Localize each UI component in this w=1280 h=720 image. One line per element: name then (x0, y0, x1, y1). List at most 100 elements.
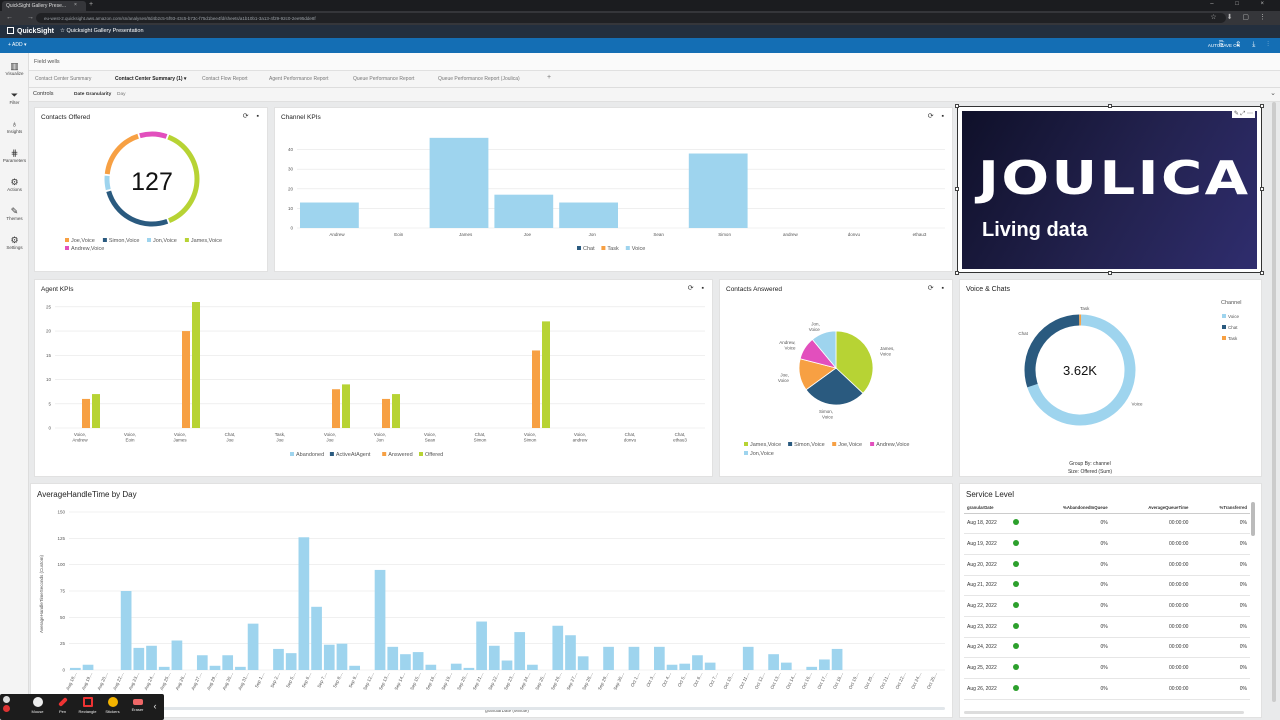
resize-handle[interactable] (1260, 271, 1264, 275)
bar (412, 652, 424, 670)
table-row[interactable]: Aug 24, 2022 0% 00:00:00 0% (964, 637, 1250, 659)
refresh-menu-icons[interactable]: ⟳ ▪ (242, 113, 262, 120)
table-horizontal-scrollbar[interactable] (964, 711, 1244, 714)
joulica-wordmark: JOULICA (978, 151, 1251, 205)
rail-actions[interactable]: ⚙ Actions (0, 177, 29, 192)
share-export-icons[interactable]: ⎘ ⇪ ⤓ ⋮ (1218, 41, 1274, 48)
rail-insights[interactable]: ♁ Insights (0, 119, 29, 134)
rail-filter[interactable]: ⏷ Filter (0, 90, 29, 105)
field-wells[interactable]: Field wells (29, 53, 1280, 71)
tab-queue-performance-report-joulica[interactable]: Queue Performance Report (Joulica) (438, 76, 520, 82)
refresh-menu-icons[interactable]: ⟳ ▪ (927, 285, 947, 292)
resize-handle[interactable] (955, 271, 959, 275)
refresh-menu-icons[interactable]: ⟳ ▪ (687, 285, 707, 292)
rail-settings[interactable]: ⚙ Settings (0, 235, 29, 250)
draw-tool-rectangle[interactable]: Rectangle (75, 697, 100, 714)
table-row[interactable]: Aug 18, 2022 0% 00:00:00 0% (964, 513, 1250, 535)
page-scrollbar[interactable] (1272, 102, 1276, 702)
x-tick-label: Voice, Joe (324, 432, 336, 443)
agent-kpis-chart: 0 5 10 15 20 25 Voice, Andrew Voice, Eoin Voice, Ja… (46, 302, 705, 458)
resize-handle[interactable] (1260, 104, 1264, 108)
quicksight-header: QuickSight ☆ Quicksight Gallery Presenta… (0, 25, 1280, 38)
x-tick-label: Aug 26,... (175, 671, 188, 691)
resize-handle[interactable] (955, 187, 959, 191)
resize-handle[interactable] (1260, 187, 1264, 191)
column-header[interactable]: %Transferred (1191, 502, 1250, 514)
analysis-toolbar: + ADD ▾ AUTOSAVE ON ⎘ ⇪ ⤓ ⋮ (0, 38, 1280, 53)
add-button[interactable]: + ADD ▾ (8, 42, 27, 48)
table-row[interactable]: Aug 23, 2022 0% 00:00:00 0% (964, 616, 1250, 638)
draw-tool-pen[interactable]: Pen (50, 697, 75, 714)
record-icon[interactable] (2, 696, 10, 714)
quicksight-logo[interactable]: QuickSight (7, 27, 54, 35)
table-row[interactable]: Aug 21, 2022 0% 00:00:00 0% (964, 575, 1250, 597)
table-row[interactable]: Aug 19, 2022 0% 00:00:00 0% (964, 533, 1250, 555)
voice-chats-card[interactable]: Voice & Chats 3.62K Channel Group By: ch… (959, 279, 1262, 477)
refresh-menu-icons[interactable]: ⟳ ▪ (927, 113, 947, 120)
x-tick-label: James (459, 232, 473, 237)
autosave-toggle[interactable]: AUTOSAVE ON (1207, 43, 1240, 48)
status-dot-icon (1013, 602, 1019, 609)
x-tick-label: Sep 2,... (269, 671, 281, 688)
visual-menu-icons[interactable]: ✎ ⤢ ⋯ (1231, 110, 1255, 118)
window-controls[interactable]: – □ × (1210, 1, 1274, 7)
resize-handle[interactable] (1108, 104, 1112, 108)
chevron-down-icon[interactable]: ⌄ (1270, 90, 1276, 97)
x-tick-label: Sep 29,... (597, 671, 610, 691)
url-input[interactable]: eu-west-2.quicksight.aws.amazon.com/sn/a… (36, 13, 1226, 23)
draw-tool-eraser[interactable]: Eraser (125, 697, 150, 712)
analysis-title[interactable]: ☆ Quicksight Gallery Presentation (60, 28, 144, 34)
table-row[interactable]: Aug 22, 2022 0% 00:00:00 0% (964, 595, 1250, 617)
card-title: Channel KPIs (281, 114, 321, 121)
tab-contact-center-summary[interactable]: Contact Center Summary (35, 76, 92, 82)
joulica-logo-card[interactable]: JOULICA Living data ✎ ⤢ ⋯ (955, 104, 1264, 275)
collapse-toolbar-icon[interactable]: ‹ (153, 701, 157, 711)
bar (542, 321, 550, 428)
controls-bar: Controls Date Granularity Day ⌄ (29, 88, 1280, 102)
browser-extensions-icon[interactable]: ☆ ⬇ ▢ ⋮ (1210, 14, 1270, 21)
tab-contact-flow-report[interactable]: Contact Flow Report (202, 76, 248, 82)
pie-data-label: Simon, Voice (819, 409, 834, 420)
table-row[interactable]: Aug 20, 2022 0% 00:00:00 0% (964, 554, 1250, 576)
column-header[interactable]: %AbandonedInQueue (1022, 502, 1111, 514)
new-tab-icon[interactable]: + (89, 1, 94, 8)
column-header[interactable]: AverageQueueTime (1110, 502, 1192, 514)
tab-close-icon[interactable]: × (74, 2, 77, 8)
browser-tab[interactable]: QuickSight Gallery Prese... (2, 1, 86, 11)
rail-themes[interactable]: ✎ Themes (0, 206, 29, 221)
tab-contact-center-summary-1[interactable]: Contact Center Summary (1) ▾ (115, 76, 187, 82)
nav-arrows-icon[interactable]: ← → ⟳ (6, 14, 60, 21)
rail-parameters[interactable]: ⋕ Parameters (0, 148, 29, 163)
bar (577, 656, 589, 670)
table-scrollbar[interactable] (1251, 502, 1255, 536)
agent-legend-label: ActiveAtAgent (336, 452, 371, 458)
resize-handle[interactable] (1108, 271, 1112, 275)
table-cell: 00:00:00 (1110, 637, 1192, 659)
agent-kpis-card[interactable]: Agent KPIs ⟳ ▪ 0 5 10 15 20 25 Voice, Andrew Voi… (34, 279, 713, 477)
pen-icon (57, 697, 68, 707)
pie-slice (811, 330, 837, 370)
table-cell: 00:00:00 (1110, 554, 1192, 576)
contacts-offered-card[interactable]: Contacts Offered ⟳ ▪ 127 Joe,Voice Simon,… (34, 107, 268, 272)
draw-tool-stickers[interactable]: Stickers (100, 697, 125, 714)
aht-card[interactable]: AverageHandleTime by Day 0 25 50 75 100 125 15… (30, 483, 953, 718)
x-tick-label: Chat, ethau3 (673, 432, 687, 443)
channel-kpis-card[interactable]: Channel KPIs ⟳ ▪ 0 10 20 30 40 Andrew Eoin Jame… (274, 107, 953, 272)
tab-queue-performance-report[interactable]: Queue Performance Report (353, 76, 415, 82)
table-row[interactable]: Aug 26, 2022 0% 00:00:00 0% (964, 678, 1250, 700)
contacts-answered-card[interactable]: Contacts Answered ⟳ ▪ James, Voice Simon, V… (719, 279, 953, 477)
column-header[interactable]: granularDate (964, 502, 1010, 514)
service-level-card[interactable]: Service Level granularDate %AbandonedInQ… (959, 483, 1262, 718)
tab-agent-performance-report[interactable]: Agent Performance Report (269, 76, 329, 82)
draw-tool-mouse[interactable]: Mouse (25, 697, 50, 714)
answered-legend-label: James,Voice (750, 442, 781, 448)
add-sheet-button[interactable]: + (547, 74, 552, 81)
date-granularity-select[interactable]: Day (117, 91, 126, 97)
field-wells-label: Field wells (34, 59, 60, 65)
rail-visualize[interactable]: ▥ Visualize (0, 61, 29, 76)
resize-handle[interactable] (955, 104, 959, 108)
pie-slice (835, 330, 874, 394)
table-row[interactable]: Aug 25, 2022 0% 00:00:00 0% (964, 657, 1250, 679)
controls-label[interactable]: Controls (33, 91, 54, 97)
